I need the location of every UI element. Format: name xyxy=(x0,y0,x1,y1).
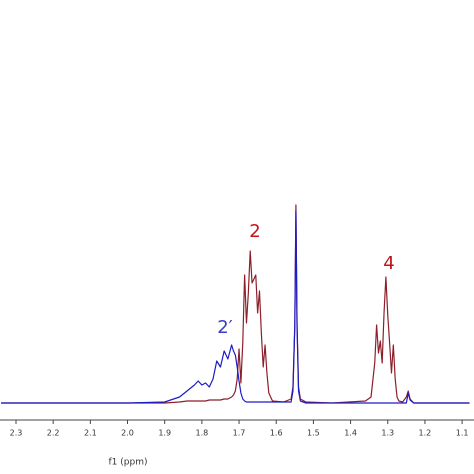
x-axis-label: f1 (ppm) xyxy=(109,458,148,468)
spectrum-line xyxy=(1,210,470,404)
x-tick-label: 1.1 xyxy=(456,429,469,438)
x-tick-label: 1.4 xyxy=(344,429,357,438)
peak-label: 2′ xyxy=(217,317,233,338)
x-tick-label: 2.1 xyxy=(84,429,97,438)
x-tick-label: 1.7 xyxy=(233,429,246,438)
peak-label: 4 xyxy=(383,253,394,274)
x-tick-label: 1.3 xyxy=(381,429,394,438)
x-tick-label: 2.0 xyxy=(121,429,134,438)
x-tick-label: 1.8 xyxy=(196,429,209,438)
spectrum-line xyxy=(1,204,470,404)
x-tick-label: 1.6 xyxy=(270,429,283,438)
x-tick-label: 1.5 xyxy=(307,429,320,438)
peak-label: 2 xyxy=(249,221,260,242)
x-tick-label: 1.9 xyxy=(158,429,171,438)
x-tick-label: 1.2 xyxy=(419,429,432,438)
x-tick-label: 2.2 xyxy=(47,429,60,438)
x-tick-label: 2.3 xyxy=(10,429,23,438)
